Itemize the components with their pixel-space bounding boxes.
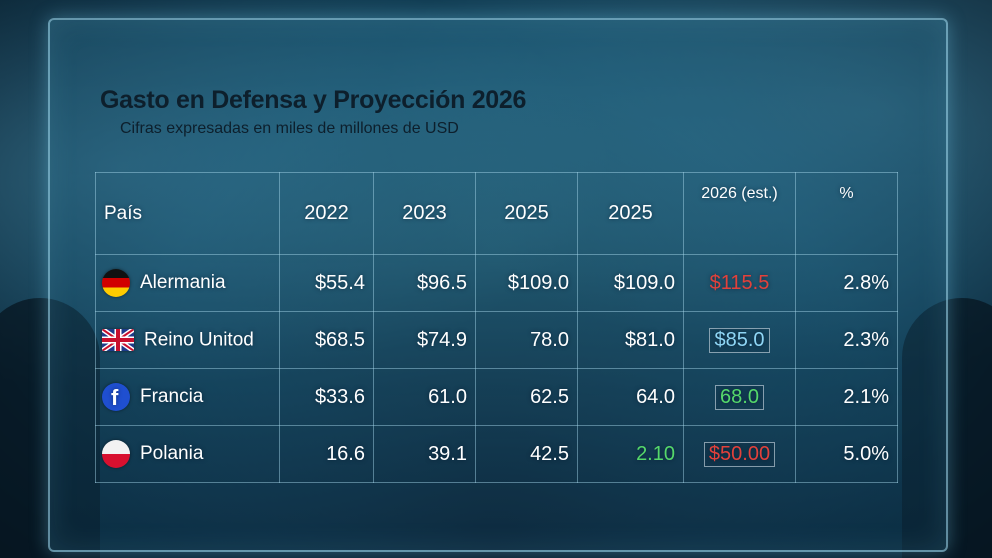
person-silhouette-left [0,298,100,558]
country-name: Francia [140,386,204,407]
table-cell: $109.0 [475,254,578,312]
row-label: Alermania [95,254,280,312]
poland-flag-icon [102,440,130,468]
estimate-cell: 68.0 [683,368,796,426]
table-cell: $55.4 [279,254,374,312]
country-name: Reino Unitod [144,329,254,351]
table-cell: $68.5 [279,311,374,369]
table-cell: 64.0 [577,368,684,426]
estimate-value: $115.5 [709,271,770,294]
column-header-percent: % [795,172,898,255]
column-header-2026-est: 2026 (est.) [683,172,796,255]
estimate-value: $85.0 [709,327,770,353]
table-row: Alermania $55.4 $96.5 $109.0 $109.0 $115… [95,254,898,312]
percent-cell: 2.8% [795,254,898,312]
table-cell: 2.10 [577,425,684,483]
table-cell: 39.1 [373,425,476,483]
table-header-row: País 2022 2023 2025 2025 2026 (est.) % [95,172,898,255]
country-name: Alermania [140,272,226,293]
estimate-value: 68.0 [715,384,764,410]
table-cell: $96.5 [373,254,476,312]
column-header-2022: 2022 [279,172,374,255]
defense-spending-table: País 2022 2023 2025 2025 2026 (est.) % A… [95,172,898,483]
country-name: Polania [140,443,204,464]
row-label: Reino Unitod [95,311,280,369]
column-header-2025-b: 2025 [577,172,684,255]
table-cell: $74.9 [373,311,476,369]
column-header-2025-a: 2025 [475,172,578,255]
row-label: Francia [95,368,280,426]
highlighted-value: 2.10 [636,442,675,465]
estimate-value: $50.00 [703,441,776,467]
chart-subtitle: Cifras expresadas en miles de millones d… [120,120,459,137]
table-cell: $109.0 [577,254,684,312]
france-flag-icon [102,383,130,411]
germany-flag-icon [102,269,130,297]
row-label: Polania [95,425,280,483]
percent-cell: 2.3% [795,311,898,369]
chart-title: Gasto en Defensa y Proyección 2026 [100,86,527,114]
table-row: Francia $33.6 61.0 62.5 64.0 68.0 2.1% [95,368,898,426]
table-cell: 42.5 [475,425,578,483]
table-row: Polania 16.6 39.1 42.5 2.10 $50.00 5.0% [95,425,898,483]
estimate-cell: $115.5 [683,254,796,312]
table-cell: 78.0 [475,311,578,369]
table-cell: 62.5 [475,368,578,426]
estimate-cell: $85.0 [683,311,796,369]
column-header-2023: 2023 [373,172,476,255]
table-cell: $33.6 [279,368,374,426]
percent-cell: 2.1% [795,368,898,426]
table-cell: 16.6 [279,425,374,483]
estimate-cell: $50.00 [683,425,796,483]
table-cell: $81.0 [577,311,684,369]
table-row: Reino Unitod $68.5 $74.9 78.0 $81.0 $85.… [95,311,898,369]
column-header-country: País [95,172,280,255]
percent-cell: 5.0% [795,425,898,483]
table-cell: 61.0 [373,368,476,426]
uk-flag-icon [102,329,134,352]
